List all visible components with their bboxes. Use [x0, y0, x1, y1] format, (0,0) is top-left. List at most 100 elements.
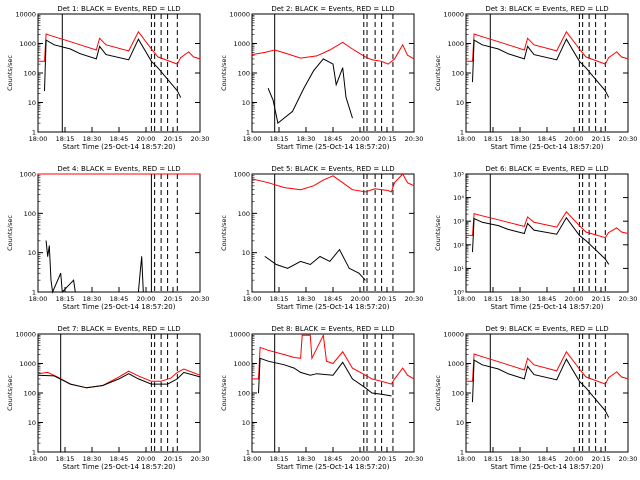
data-point [585, 67, 587, 69]
x-tick-label: 20:15 [164, 455, 183, 463]
x-tick-label: 18:30 [297, 455, 316, 463]
x-tick-label: 20:30 [191, 455, 210, 463]
x-tick-label: 18:30 [83, 295, 102, 303]
data-point [523, 378, 525, 380]
data-point [176, 378, 178, 380]
data-point [141, 256, 143, 257]
data-point [180, 96, 181, 98]
x-axis-label: Start Time (25-Oct-14 18:57:20) [491, 463, 604, 471]
data-point [251, 54, 253, 56]
series-line [472, 216, 610, 265]
x-axis-label: Start Time (25-Oct-14 18:57:20) [277, 463, 390, 471]
chart-panel: Det 4: BLACK = Events, RED = LLD 1 10 100 10… [6, 165, 209, 311]
data-point [45, 39, 47, 41]
data-point [151, 380, 152, 382]
data-point [199, 58, 201, 60]
data-point [264, 51, 266, 53]
data-point [523, 233, 525, 234]
y-axis-label: Counts/sec [6, 375, 14, 411]
data-point [616, 51, 618, 53]
chart-panel: Det 9: BLACK = Events, RED = LLD 1 10 100 10… [434, 325, 637, 471]
y-tick-label: 1 [246, 449, 250, 457]
y-tick-label: 10 [456, 99, 464, 107]
data-point [608, 263, 609, 265]
x-axis-label: Start Time (25-Oct-14 18:57:20) [491, 303, 604, 311]
data-point [402, 173, 404, 175]
data-point [585, 56, 587, 58]
y-tick-label: 10000 [229, 11, 250, 19]
data-point [365, 387, 366, 389]
x-tick-label: 18:45 [324, 135, 343, 143]
data-point [413, 378, 415, 380]
data-point [527, 365, 528, 367]
data-point [300, 189, 301, 191]
x-tick-label: 18:15 [484, 455, 503, 463]
data-point [264, 256, 266, 257]
y-axis-label: Counts/sec [434, 215, 442, 251]
y-tick-label: 10000 [229, 331, 250, 339]
data-point [167, 383, 169, 385]
x-tick-label: 18:45 [538, 455, 557, 463]
series-line [472, 358, 610, 418]
x-tick-label: 18:00 [457, 135, 476, 143]
data-point [352, 117, 353, 119]
data-point [139, 272, 141, 274]
x-tick-label: 18:15 [56, 455, 75, 463]
data-point [616, 371, 618, 373]
data-point [556, 50, 558, 52]
data-point [507, 373, 509, 375]
data-point [566, 358, 567, 360]
data-point [465, 380, 467, 382]
y-tick-label: 1 [246, 289, 250, 297]
chart-panel: Det 8: BLACK = Events, RED = LLD 1 10 100 10… [220, 325, 423, 471]
data-point [352, 48, 353, 50]
x-tick-label: 18:30 [511, 135, 530, 143]
data-point [566, 31, 567, 33]
data-point [335, 84, 337, 86]
data-point [70, 48, 71, 50]
data-point [465, 235, 467, 236]
x-tick-label: 18:15 [270, 455, 289, 463]
x-tick-label: 20:30 [191, 135, 210, 143]
data-point [118, 378, 120, 380]
x-tick-label: 20:00 [565, 295, 584, 303]
data-point [533, 221, 535, 223]
data-point [387, 63, 389, 65]
data-point [371, 392, 373, 394]
x-tick-label: 18:15 [270, 135, 289, 143]
data-point [300, 357, 301, 359]
x-tick-label: 18:45 [538, 135, 557, 143]
data-point [579, 225, 580, 227]
data-point [332, 374, 334, 376]
data-point [527, 37, 528, 39]
plot-frame [37, 333, 201, 453]
data-point [176, 90, 178, 92]
data-point [37, 374, 39, 376]
data-point [527, 216, 528, 218]
y-tick-label: 100 [452, 70, 464, 78]
y-tick-label: 10 [242, 249, 250, 257]
data-point [316, 55, 318, 57]
series-line [258, 357, 392, 397]
data-point [604, 410, 606, 412]
y-tick-label: 100 [24, 390, 36, 398]
y-axis-label: Counts/sec [434, 55, 442, 91]
y-tick-label: 10⁴ [453, 194, 464, 202]
data-point [556, 226, 558, 228]
y-tick-label: 100 [238, 70, 250, 78]
data-point [498, 225, 499, 227]
x-tick-label: 20:30 [191, 295, 210, 303]
y-tick-label: 10 [242, 419, 250, 427]
y-tick-label: 1000 [19, 360, 36, 368]
data-point [579, 380, 580, 382]
data-point [579, 235, 580, 236]
data-point [47, 256, 49, 257]
chart-panel: Det 3: BLACK = Events, RED = LLD 1 10 100 10… [434, 5, 637, 151]
x-tick-label: 20:15 [592, 295, 611, 303]
y-tick-label: 1 [460, 449, 464, 457]
x-tick-label: 18:15 [484, 135, 503, 143]
y-tick-label: 1000 [447, 40, 464, 48]
data-point [556, 233, 558, 235]
data-point [332, 63, 334, 65]
data-point [473, 39, 475, 41]
